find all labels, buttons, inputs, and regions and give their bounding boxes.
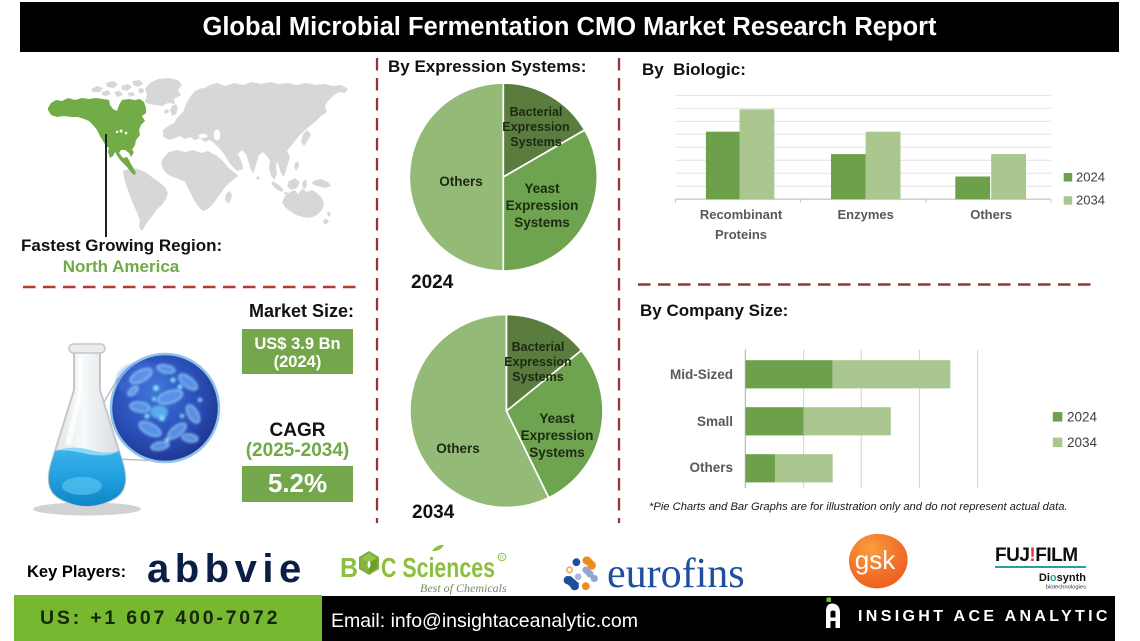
svg-text:2034: 2034: [1067, 435, 1098, 450]
svg-text:Bacterial: Bacterial: [512, 340, 565, 354]
svg-text:gsk: gsk: [855, 545, 896, 575]
svg-text:Yeast: Yeast: [539, 411, 575, 426]
svg-text:Expression: Expression: [504, 355, 571, 369]
svg-text:Systems: Systems: [512, 370, 563, 384]
svg-text:B: B: [340, 552, 358, 583]
svg-text:Enzymes: Enzymes: [838, 207, 894, 222]
svg-text:Systems: Systems: [510, 135, 561, 149]
svg-text:2024: 2024: [1076, 170, 1105, 185]
svg-text:2024: 2024: [1067, 410, 1098, 425]
svg-text:Small: Small: [697, 414, 733, 429]
svg-text:Systems: Systems: [514, 215, 570, 230]
svg-text:Best of Chemicals: Best of Chemicals: [420, 581, 507, 595]
svg-text:Yeast: Yeast: [524, 181, 560, 196]
svg-text:R: R: [500, 556, 504, 562]
svg-text:Expression: Expression: [521, 428, 594, 443]
svg-text:Others: Others: [439, 174, 483, 189]
svg-text:biotechnologies: biotechnologies: [1046, 585, 1086, 591]
svg-text:2034: 2034: [1076, 193, 1105, 208]
svg-text:Expression: Expression: [506, 198, 579, 213]
svg-text:Recombinant: Recombinant: [700, 207, 783, 222]
svg-text:Expression: Expression: [502, 120, 569, 134]
svg-text:Others: Others: [689, 460, 733, 475]
svg-text:Systems: Systems: [529, 445, 585, 460]
svg-text:Bacterial: Bacterial: [510, 105, 563, 119]
svg-text:Proteins: Proteins: [715, 227, 767, 242]
svg-text:eurofins: eurofins: [607, 551, 745, 596]
svg-text:Others: Others: [436, 441, 480, 456]
svg-text:Diosynth: Diosynth: [1039, 572, 1086, 584]
svg-text:Mid-Sized: Mid-Sized: [670, 367, 733, 382]
svg-text:C Sciences: C Sciences: [381, 552, 495, 583]
svg-text:Others: Others: [970, 207, 1012, 222]
svg-text:FUJ!FILM: FUJ!FILM: [995, 545, 1078, 566]
